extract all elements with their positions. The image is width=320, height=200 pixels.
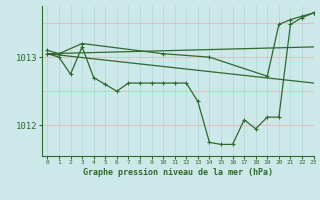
X-axis label: Graphe pression niveau de la mer (hPa): Graphe pression niveau de la mer (hPa) [83, 168, 273, 177]
